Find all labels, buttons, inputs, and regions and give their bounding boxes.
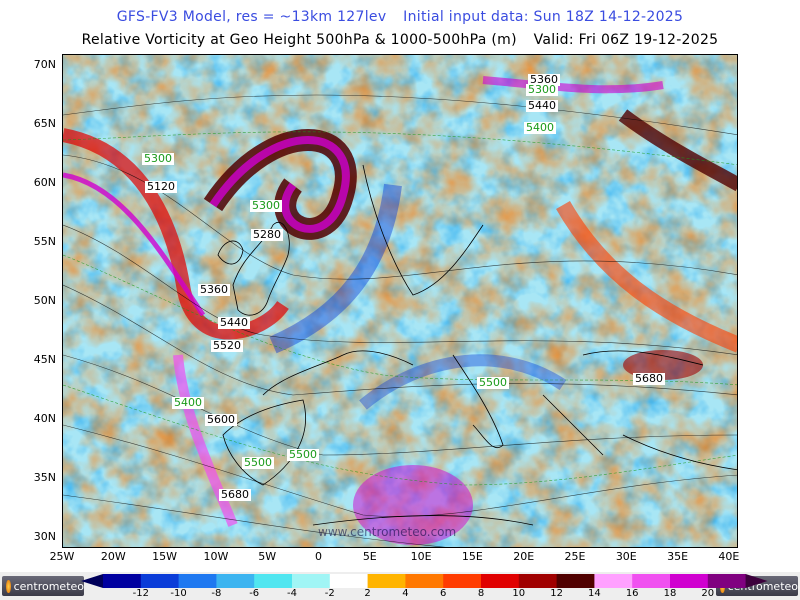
contour-label: 5440 [526,99,558,112]
colorbar-label: 8 [477,588,485,599]
lon-tick: 0 [315,550,322,563]
colorbar-swatch [670,574,709,588]
contour-label: 5300 [142,152,174,165]
lon-tick: 10W [203,550,229,563]
lat-tick: 60N [33,176,56,189]
lon-tick: 5E [362,550,377,563]
colorbar-swatch [140,574,180,588]
contour-label: 5600 [205,413,237,426]
colorbar-swatch [292,574,331,588]
colorbar-label: -10 [170,588,187,599]
colorbar-swatch [707,574,747,588]
colorbar-swatch [632,574,671,588]
colorbar [81,574,768,588]
colorbar-swatch [443,574,482,588]
colorbar-left-arrow [81,574,103,588]
contour-label: 5500 [287,448,319,461]
logo-left: centrometeo [2,576,84,596]
colorbar-right-arrow [745,574,768,588]
contour-label: 5500 [477,376,509,389]
colorbar-swatch [103,574,142,588]
colorbar-label: 10 [512,588,526,599]
lat-tick: 50N [33,294,56,307]
lon-tick: 35E [667,550,689,563]
colorbar-swatch [481,574,520,588]
colorbar-label: 16 [625,588,639,599]
lon-tick: 40E [718,550,740,563]
colorbar-swatch [216,574,255,588]
lat-tick: 55N [33,235,56,248]
colorbar-label: 12 [550,588,563,599]
contour-label: 5500 [242,456,274,469]
contour-label: 5360 [528,73,560,86]
lon-tick: 25E [564,550,586,563]
model-info: GFS-FV3 Model, res = ~13km 127lev [116,9,387,25]
lon-tick: 15W [152,550,178,563]
logo-left-icon [6,579,11,593]
colorbar-swatch [329,574,369,588]
init-info: Initial input data: Sun 18Z 14-12-2025 [403,9,684,25]
map-subtitle: Relative Vorticity at Geo Height 500hPa … [0,32,800,48]
contour-label: 5680 [219,488,251,501]
colorbar-swatch [254,574,293,588]
watermark: www.centrometeo.com [318,525,457,539]
logo-left-text: centrometeo [13,579,84,593]
colorbar-label: -8 [211,588,222,599]
vorticity-map: 5360 5300 5440 5400 5300 5120 5300 5280 5360 5440… [62,54,738,548]
lon-tick: 15E [461,550,483,563]
contour-label: 5300 [526,83,558,96]
colorbar-label: 18 [663,588,677,599]
lat-tick: 40N [33,412,56,425]
contour-label: 5360 [198,283,230,296]
vorticity-field [63,55,737,547]
colorbar-label: 2 [364,588,371,599]
lon-tick: 20E [513,550,535,563]
colorbar-swatch [556,574,595,588]
lat-tick: 45N [33,353,56,366]
contour-label: 5300 [250,199,282,212]
colorbar-label: 14 [588,588,601,599]
contour-label: 5680 [633,372,665,385]
field-info: Relative Vorticity at Geo Height 500hPa … [81,32,517,48]
colorbar-label: -4 [287,588,297,599]
colorbar-label: 4 [402,588,409,599]
colorbar-label: -12 [132,588,149,599]
contour-label: 5400 [172,396,204,409]
lon-tick: 10E [410,550,432,563]
lat-tick: 30N [33,530,56,543]
colorbar-label: -6 [249,588,260,599]
colorbar-swatch [178,574,217,588]
colorbar-swatch [594,574,633,588]
lon-tick: 25W [49,550,75,563]
lon-tick: 20W [100,550,126,563]
lat-tick: 70N [33,58,56,71]
colorbar-label: -2 [324,588,335,599]
colorbar-swatch [405,574,444,588]
lon-tick: 5W [258,550,277,563]
colorbar-swatch [367,574,406,588]
colorbar-swatch [518,574,558,588]
contour-label: 5400 [524,121,556,134]
colorbar-label: 20 [701,588,715,599]
lat-tick: 65N [33,117,56,130]
contour-label: 5280 [251,228,283,241]
valid-info: Valid: Fri 06Z 19-12-2025 [533,32,719,48]
contour-label: 5440 [218,316,250,329]
lat-tick: 35N [33,471,56,484]
lon-tick: 30E [615,550,637,563]
contour-label: 5120 [145,180,177,193]
map-title: GFS-FV3 Model, res = ~13km 127lev Initia… [0,9,800,25]
colorbar-label: 6 [440,588,447,599]
contour-label: 5520 [211,339,243,352]
